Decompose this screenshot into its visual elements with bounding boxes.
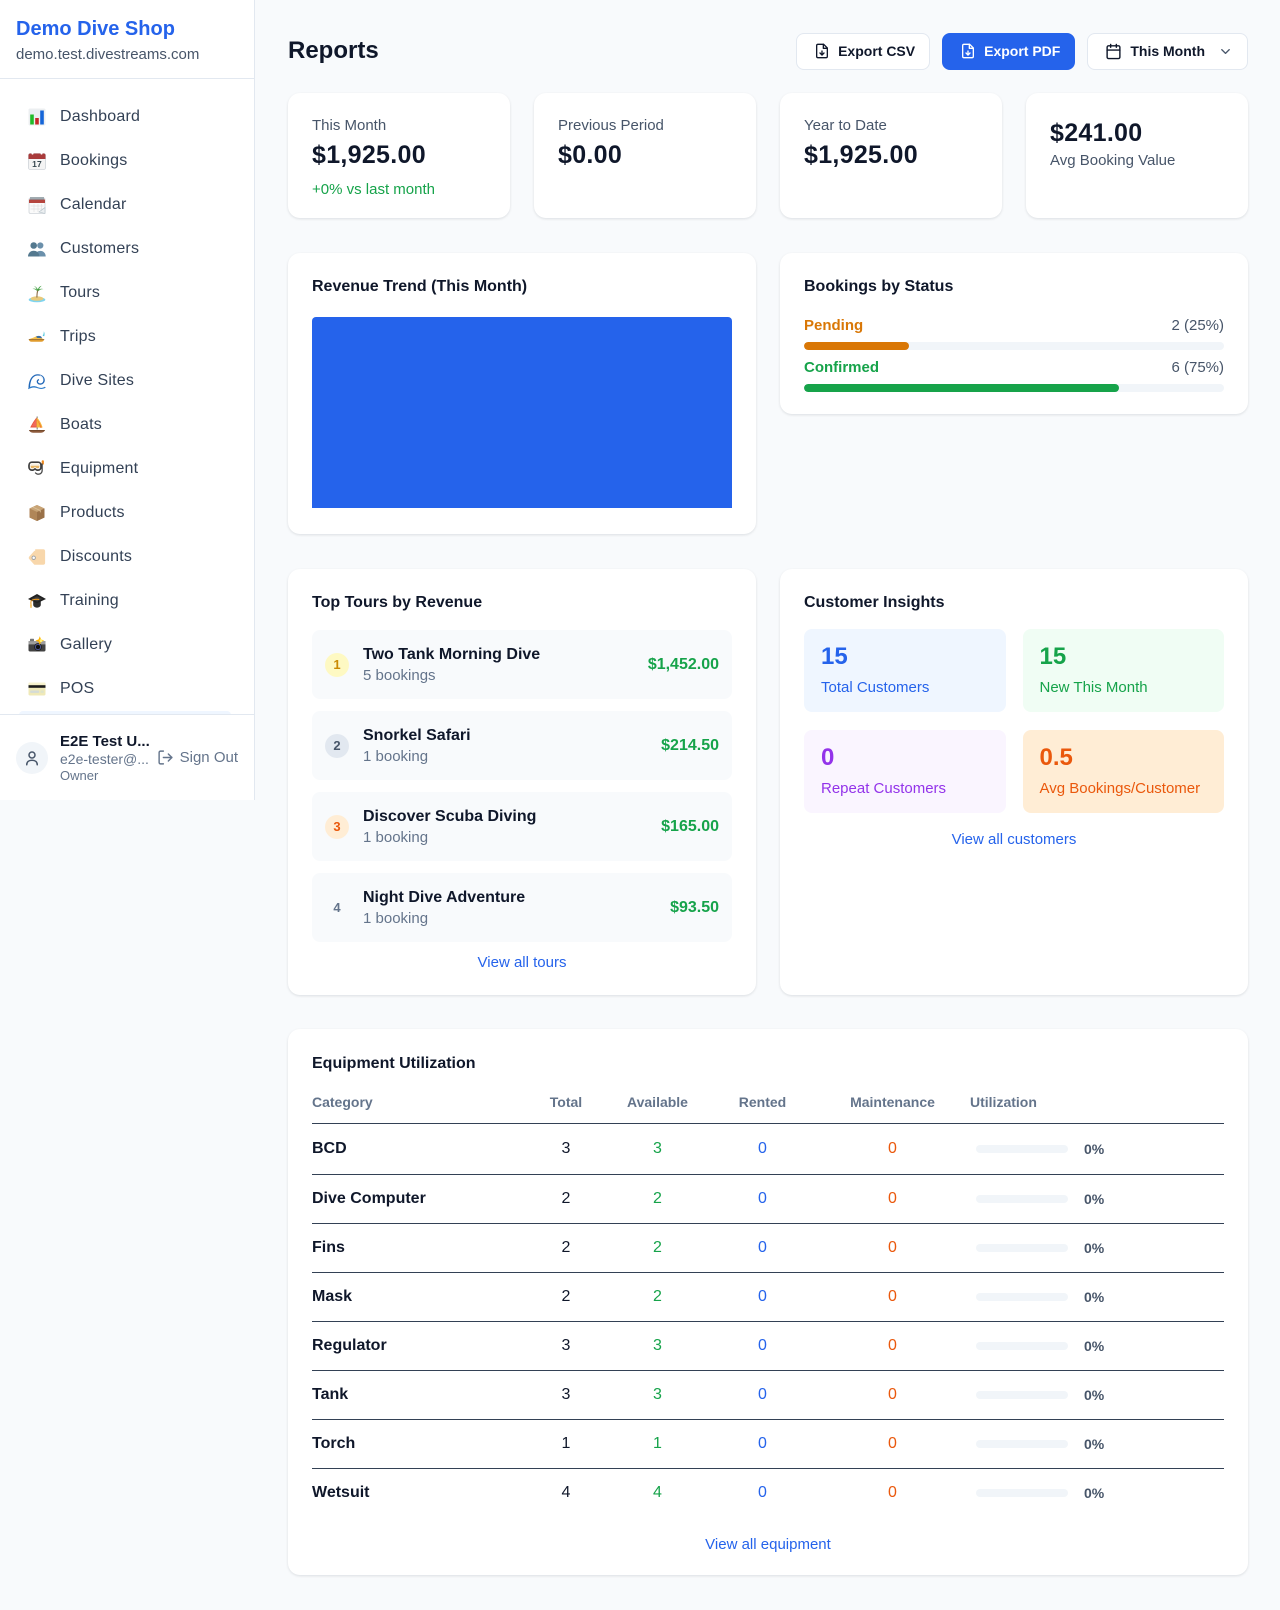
- svg-text:17: 17: [32, 159, 42, 169]
